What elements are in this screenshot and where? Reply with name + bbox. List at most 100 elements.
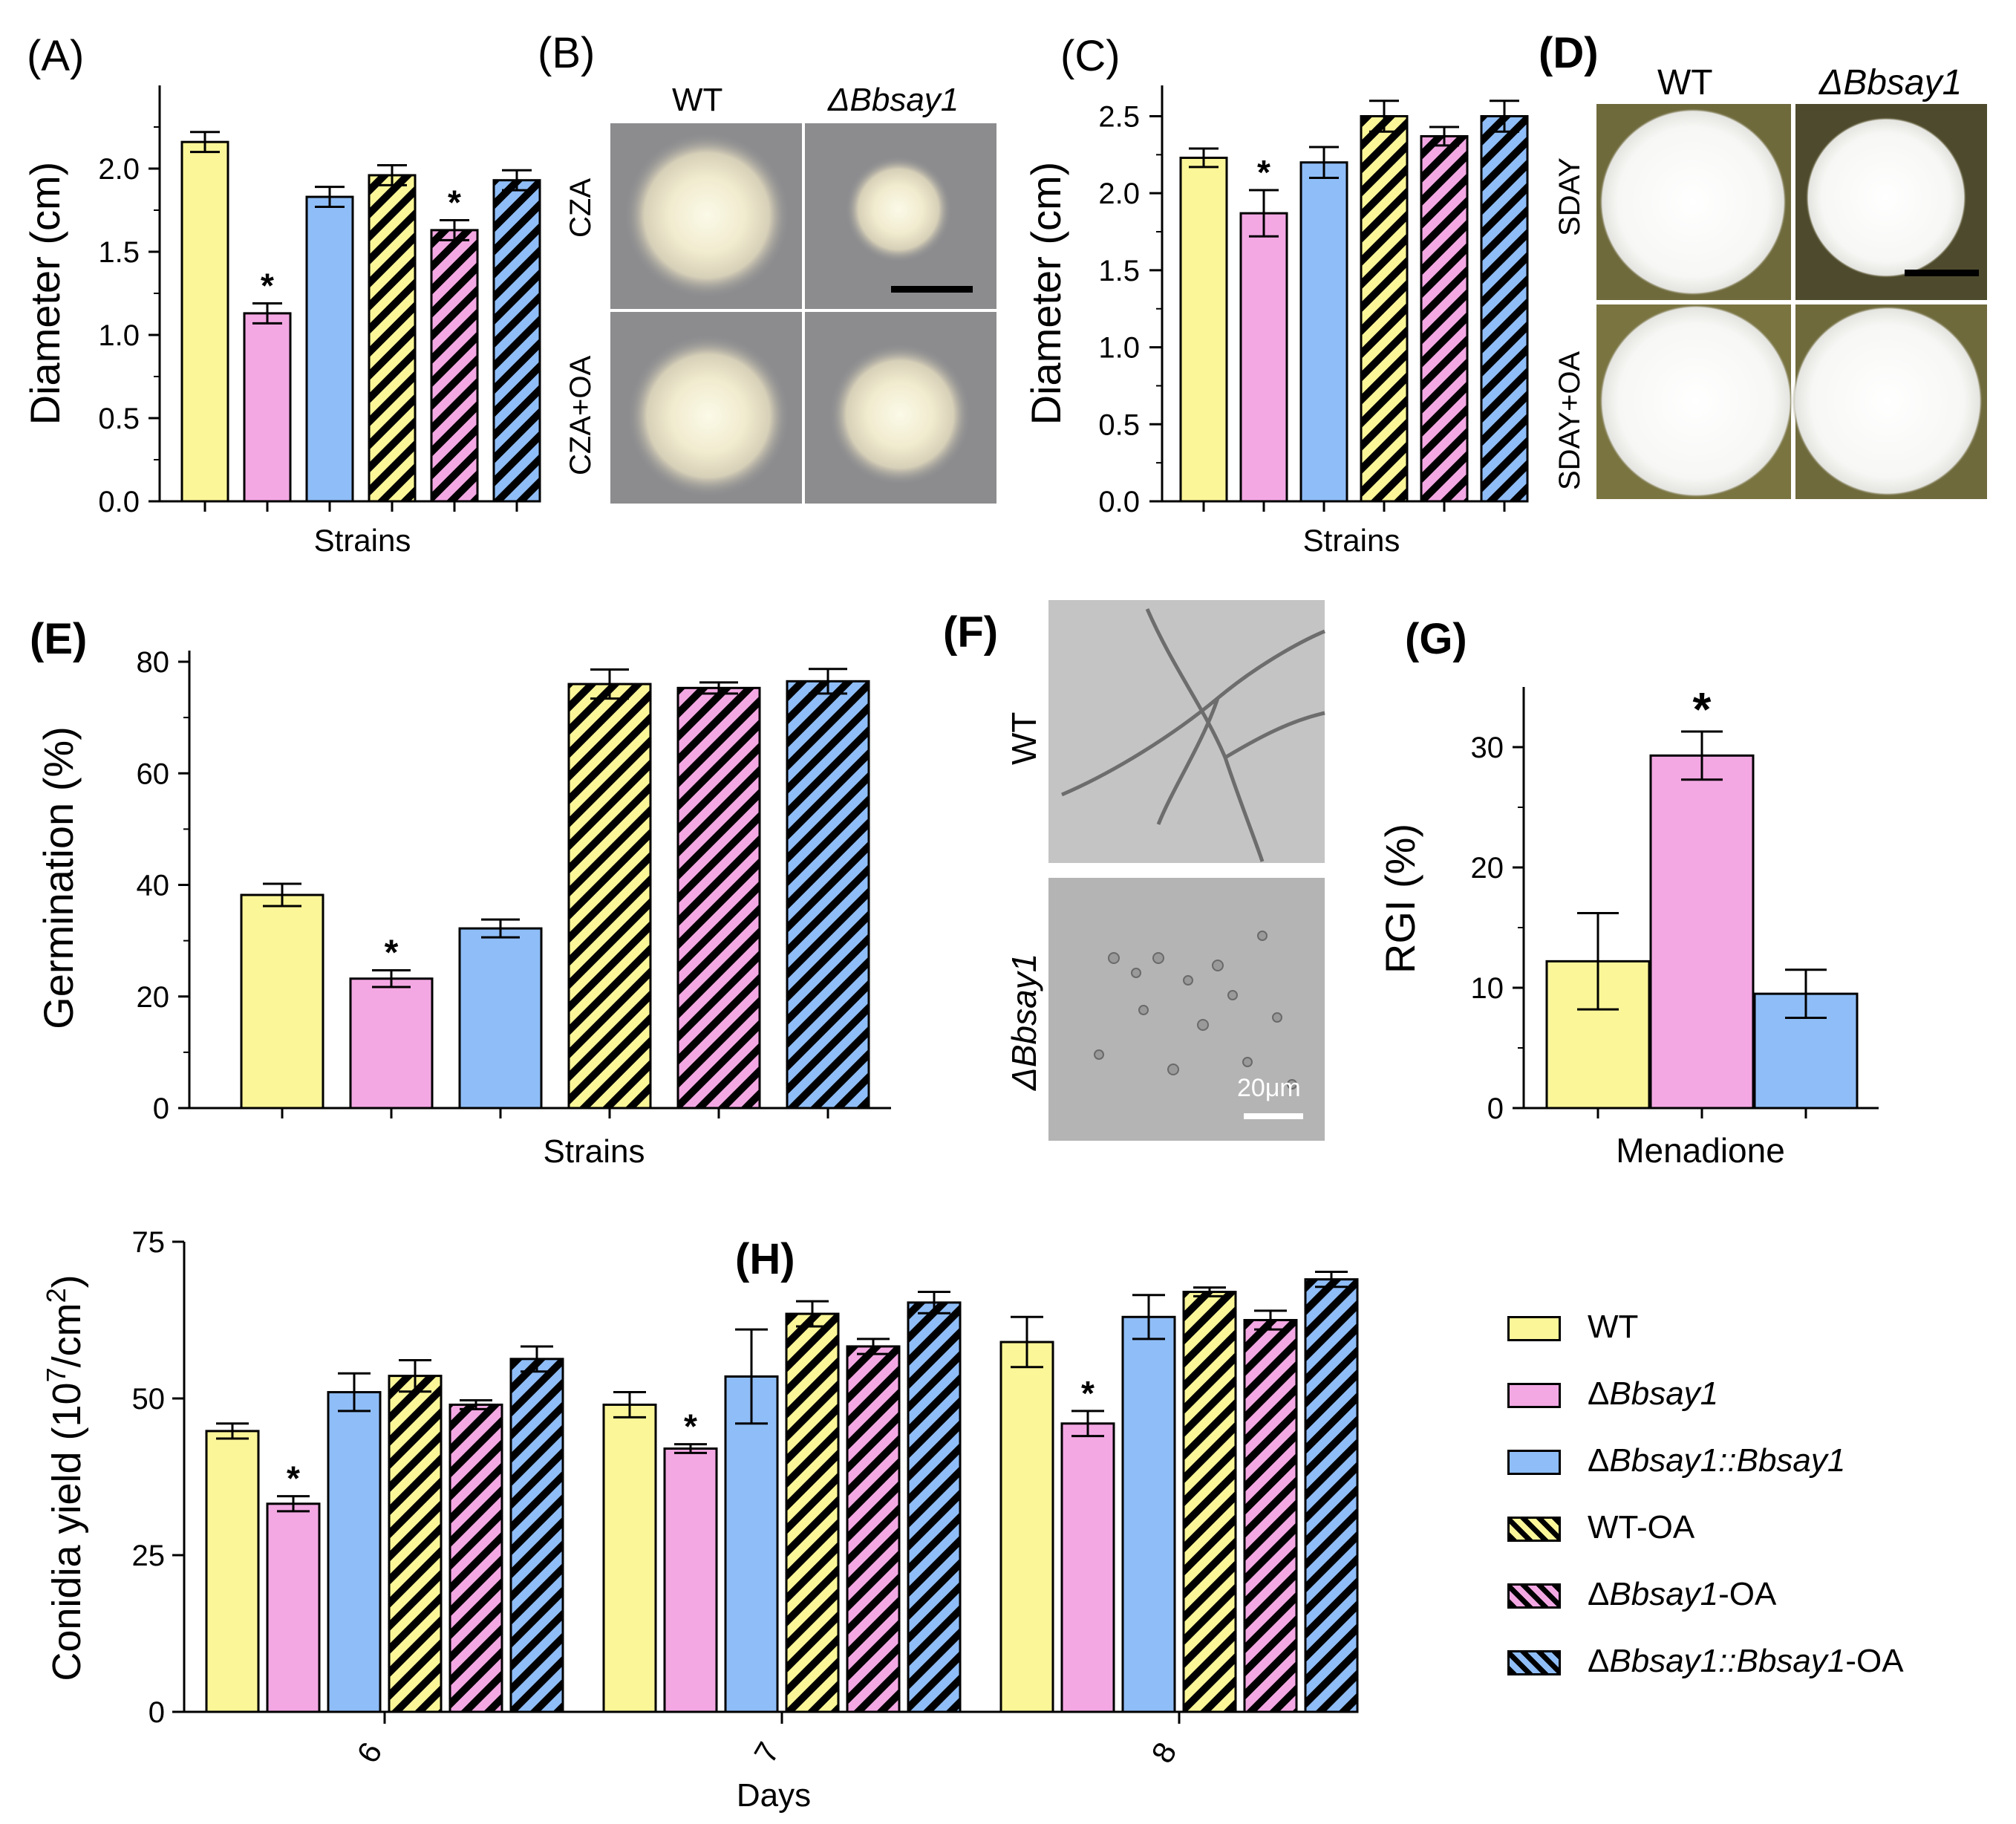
legend-swatch-del: [1507, 1383, 1561, 1408]
panel-label: (H): [735, 1235, 795, 1283]
y-tick-label: 2.0: [98, 153, 140, 186]
micro-f-wt: [1048, 600, 1325, 863]
bar: [1360, 114, 1409, 503]
bar: [1121, 1315, 1176, 1713]
colony-d-del-oa: [1792, 306, 1983, 496]
chart-a: 0.0 0.5 1.0 1.5 2.0 * * Strains Diameter (cm) (A): [22, 32, 541, 558]
panel-f-scale-label: 20μm: [1237, 1074, 1301, 1102]
y-tick-label: 1.0: [1098, 332, 1140, 365]
y-axis-label: Conidia yield (107/cm2): [41, 1274, 89, 1681]
bar: [180, 140, 229, 503]
legend-label: ΔBbsay1-OA: [1588, 1576, 1777, 1612]
y-tick-label: 0.5: [98, 403, 140, 435]
y-tick-label: 10: [1471, 972, 1504, 1005]
colony-d-wt-sday: [1599, 108, 1787, 296]
bar: [1299, 161, 1348, 503]
y-axis-label: Diameter (cm): [1022, 162, 1069, 426]
y-tick-label: 0.0: [98, 486, 140, 518]
bar: [1179, 156, 1228, 503]
y-tick-label: 0.5: [1098, 408, 1140, 441]
bar: [240, 893, 324, 1110]
y-tick-label: 0: [1487, 1092, 1504, 1125]
scale-bar-f: [1244, 1113, 1303, 1119]
significance-mark: *: [684, 1407, 697, 1446]
y-tick-label: 20: [1471, 852, 1504, 885]
bar: [492, 179, 541, 503]
y-tick-label: 60: [137, 758, 170, 790]
y-tick-label: 2.0: [1098, 177, 1140, 210]
legend-swatch-comp-oa: [1507, 1650, 1561, 1675]
bar: [1243, 1319, 1298, 1713]
y-tick-label: 1.5: [98, 236, 140, 269]
panel-d-col-wt: WT: [1657, 63, 1713, 102]
panel-b-photos: [610, 123, 996, 504]
panel-b-col-del: ΔBbsay1: [828, 82, 959, 118]
y-tick-label: 80: [137, 646, 170, 679]
legend-label: WT: [1588, 1309, 1639, 1345]
y-tick-label: 50: [132, 1383, 166, 1416]
bar: [368, 174, 417, 503]
bar: [388, 1375, 443, 1713]
y-tick-label: 0: [153, 1092, 169, 1125]
legend-item: ΔBbsay1-OA: [1507, 1567, 1997, 1634]
legend-item: ΔBbsay1::Bbsay1-OA: [1507, 1634, 1997, 1701]
bar: [458, 927, 543, 1110]
bar: [430, 229, 479, 503]
bar: [1060, 1422, 1115, 1713]
panel-label: (G): [1405, 615, 1467, 663]
bar: [243, 312, 292, 503]
legend-label: WT-OA: [1588, 1509, 1695, 1545]
chart-e: 0 20 40 60 80 * Strains Germination (%) (E): [30, 615, 891, 1170]
panel-d-row-sday-oa: SDAY+OA: [1553, 351, 1586, 490]
bar: [1304, 1278, 1359, 1713]
colony-d-del-sday: [1806, 117, 1966, 278]
bar: [907, 1301, 962, 1713]
bar: [602, 1403, 657, 1713]
y-axis-label: RGI (%): [1377, 824, 1423, 974]
x-axis-label: Strains: [314, 523, 411, 558]
y-tick-label: 30: [1471, 732, 1504, 764]
y-axis-label-part: /cm: [45, 1303, 89, 1367]
chart-c: 0.0 0.5 1.0 1.5 2.0 2.5 * Strains Diameter (cm) (…: [1022, 32, 1529, 558]
legend-swatch-del-oa: [1507, 1583, 1561, 1609]
panel-d-label: (D): [1539, 29, 1599, 77]
significance-mark: *: [1693, 683, 1712, 736]
x-axis-label: Strains: [544, 1133, 645, 1170]
panel-b-row-cza: CZA: [564, 178, 597, 238]
legend: WT ΔBbsay1 ΔBbsay1::Bbsay1 WT-OA ΔBbsay1…: [1507, 1300, 1997, 1701]
colony-b-del-cza: [845, 156, 952, 263]
panel-d-row-sday: SDAY: [1553, 157, 1586, 236]
y-axis-label-part: Conidia yield (10: [45, 1382, 89, 1681]
significance-mark: *: [287, 1459, 300, 1498]
panel-label: (C): [1060, 32, 1120, 80]
panel-d-photos: [1596, 104, 1987, 499]
colony-b-wt-oa: [627, 334, 790, 498]
y-tick-label: 1.5: [1098, 255, 1140, 287]
y-axis-label-superscript: 7: [41, 1367, 71, 1382]
legend-item: WT: [1507, 1300, 1997, 1367]
y-tick-label: 25: [132, 1540, 166, 1572]
y-tick-label: 1.0: [98, 319, 140, 352]
x-tick-label: 6: [350, 1736, 388, 1769]
bar: [724, 1375, 779, 1713]
legend-swatch-comp: [1507, 1450, 1561, 1475]
charts-layer: 0.0 0.5 1.0 1.5 2.0 * * Strains Diameter (cm) (A)…: [22, 32, 1879, 1814]
colony-b-wt-cza: [624, 132, 790, 299]
bar: [1182, 1291, 1237, 1713]
panel-f-row-del: ΔBbsay1: [1005, 953, 1043, 1090]
x-axis-label: Strains: [1303, 523, 1400, 558]
significance-mark: *: [1257, 153, 1270, 192]
scale-bar-b: [891, 286, 973, 293]
y-tick-label: 0: [149, 1696, 165, 1729]
bar: [676, 686, 761, 1110]
bar: [327, 1391, 382, 1713]
bar: [1480, 114, 1529, 503]
bar: [846, 1345, 901, 1713]
legend-label: ΔBbsay1::Bbsay1-OA: [1588, 1643, 1904, 1679]
conidia: [1094, 931, 1297, 1089]
bar: [785, 1312, 840, 1713]
panel-label: (A): [27, 32, 84, 80]
panel-f-row-wt: WT: [1005, 711, 1043, 765]
